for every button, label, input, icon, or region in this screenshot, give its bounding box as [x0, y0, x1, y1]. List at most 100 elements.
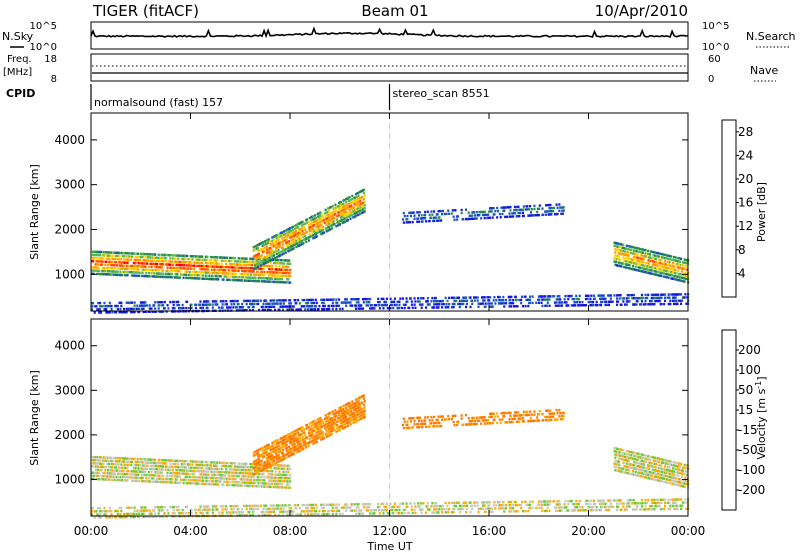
velocity-cell: [137, 476, 140, 479]
velocity-cell: [282, 457, 285, 460]
power-cell: [157, 275, 160, 278]
power-cell: [132, 271, 135, 274]
power-cell: [595, 300, 598, 304]
power-cell: [537, 295, 540, 298]
velocity-cell: [102, 462, 105, 465]
power-cell: [481, 299, 484, 302]
power-cell: [137, 271, 140, 274]
velocity-cell: [135, 460, 138, 464]
velocity-cell: [307, 444, 310, 448]
power-cell: [254, 245, 257, 248]
power-cell: [179, 263, 182, 267]
velocity-cell: [201, 460, 204, 464]
power-cell: [206, 277, 209, 281]
velocity-cell: [182, 481, 185, 485]
velocity-cell: [189, 482, 192, 485]
velocity-cell: [153, 477, 156, 480]
velocity-cell: [189, 472, 192, 476]
power-cell: [322, 228, 325, 232]
power-cell: [528, 208, 531, 211]
power-cell: [490, 210, 493, 213]
power-cell: [503, 305, 506, 308]
power-cell: [574, 304, 577, 307]
power-ylabel: Slant Range [km]: [28, 164, 41, 260]
power-cell: [156, 301, 159, 304]
velocity-cell: [150, 471, 153, 474]
power-cell: [556, 206, 559, 209]
velocity-cell: [178, 472, 181, 475]
velocity-cell: [228, 462, 231, 465]
nsky-label: N.Sky: [2, 30, 34, 43]
power-cell: [305, 240, 308, 244]
power-cell: [101, 266, 104, 270]
power-cell: [355, 301, 358, 304]
power-cell: [398, 300, 401, 303]
velocity-cell: [252, 463, 255, 466]
power-cell: [663, 269, 666, 272]
power-cell: [230, 259, 233, 263]
power-cell: [413, 297, 416, 300]
power-cell: [299, 227, 302, 231]
power-cell: [273, 302, 276, 305]
power-cell: [362, 201, 365, 205]
power-cell: [529, 301, 532, 305]
power-cell: [331, 301, 334, 304]
velocity-cell: [202, 476, 205, 479]
power-cell: [516, 305, 519, 308]
power-cell: [271, 248, 274, 252]
power-cell: [140, 268, 143, 271]
power-cell: [107, 263, 110, 267]
velocity-cell: [218, 467, 221, 471]
power-cell: [192, 273, 195, 277]
power-cell: [135, 255, 138, 259]
velocity-cell: [256, 465, 259, 468]
power-cell: [221, 306, 224, 309]
power-cell: [409, 297, 412, 300]
power-cell: [179, 273, 182, 276]
power-cell: [362, 191, 365, 195]
power-cell: [307, 298, 310, 302]
power-cell: [279, 277, 282, 281]
velocity-cell: [271, 444, 274, 448]
velocity-cell: [193, 466, 196, 469]
power-cell: [611, 300, 614, 303]
velocity-cell: [104, 459, 107, 462]
power-cell: [420, 214, 423, 217]
power-cell: [277, 299, 280, 302]
power-cell: [452, 306, 455, 309]
velocity-cell: [280, 446, 283, 449]
power-cell: [233, 272, 236, 275]
power-cell: [273, 238, 276, 241]
velocity-cell: [254, 485, 257, 488]
power-cell: [330, 217, 333, 221]
power-cell: [103, 266, 106, 270]
power-cell: [652, 272, 655, 276]
velocity-cell: [282, 442, 285, 445]
velocity-cell: [135, 476, 138, 479]
power-cell: [362, 198, 365, 201]
power-cell: [318, 304, 321, 308]
power-cell: [130, 307, 133, 311]
velocity-cell: [236, 471, 239, 475]
power-cell: [685, 262, 688, 265]
power-cell: [232, 269, 235, 272]
power-cell: [537, 207, 540, 210]
power-cell: [363, 210, 366, 213]
power-cell: [346, 213, 349, 216]
power-cell: [242, 306, 245, 309]
power-cell: [468, 214, 471, 217]
velocity-cell: [226, 480, 229, 483]
velocity-cell: [282, 467, 285, 470]
velocity-cell: [247, 472, 250, 475]
power-cell: [107, 257, 110, 260]
power-cell: [600, 297, 603, 300]
velocity-cell: [208, 479, 211, 483]
power-cell: [358, 203, 361, 206]
power-cell: [284, 235, 287, 239]
power-cell: [530, 208, 533, 211]
power-cell: [541, 295, 544, 298]
power-cell: [369, 307, 372, 310]
power-cell: [209, 303, 212, 306]
power-cell: [230, 256, 233, 260]
power-cell: [234, 272, 237, 276]
